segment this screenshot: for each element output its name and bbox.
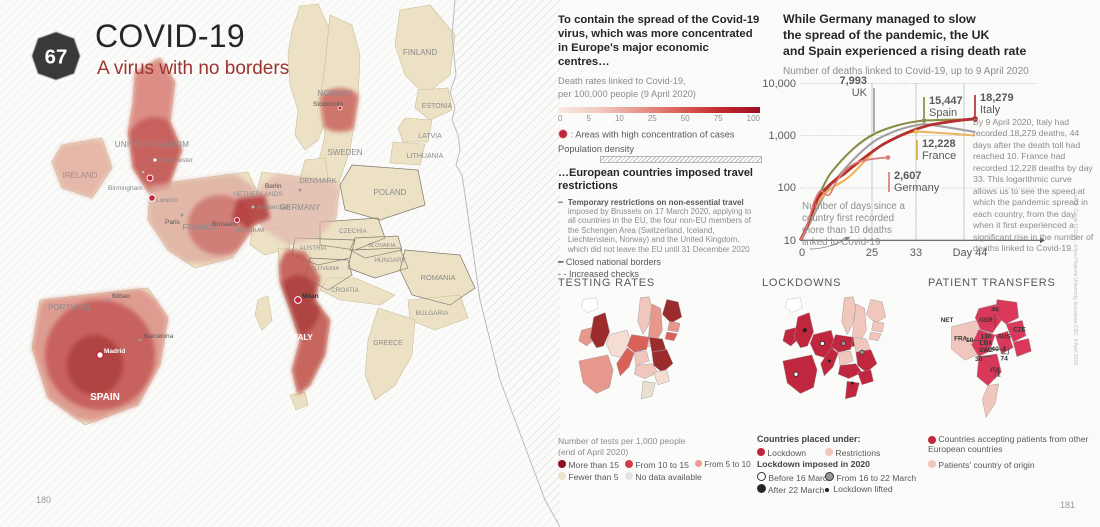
svg-text:SLOVENIA: SLOVENIA [311, 266, 340, 272]
svg-text:10,000: 10,000 [762, 78, 796, 90]
svg-text:NORWAY: NORWAY [318, 89, 354, 98]
svg-text:33: 33 [910, 247, 922, 259]
svg-text:AUSTRIA: AUSTRIA [299, 245, 327, 252]
svg-text:CZE: CZE [1013, 326, 1026, 333]
svg-text:SPAIN: SPAIN [90, 392, 120, 403]
svg-text:67: 67 [45, 46, 68, 68]
svg-text:Milan: Milan [302, 293, 319, 300]
svg-text:SWEDEN: SWEDEN [327, 148, 362, 157]
svg-text:country first recorded: country first recorded [802, 213, 894, 224]
svg-text:1: 1 [997, 372, 1001, 379]
svg-text:Manchester: Manchester [159, 157, 194, 164]
svg-text:PORTUGAL: PORTUGAL [48, 303, 92, 312]
svg-text:London: London [156, 197, 178, 204]
svg-text:0: 0 [799, 247, 805, 259]
svg-text:Amsterdam: Amsterdam [257, 204, 290, 211]
svg-text:HUNGARY: HUNGARY [374, 257, 406, 264]
svg-text:Paris: Paris [165, 219, 181, 226]
svg-text:UNITED KINGDOM: UNITED KINGDOM [115, 140, 189, 149]
svg-text:BULGARIA: BULGARIA [416, 310, 450, 317]
svg-text:CZECHIA: CZECHIA [339, 228, 367, 235]
svg-text:GREECE: GREECE [373, 340, 403, 347]
svg-text:Madrid: Madrid [104, 348, 125, 355]
svg-text:LATVIA: LATVIA [418, 133, 442, 140]
svg-text:1,000: 1,000 [768, 130, 796, 142]
svg-text:ITALY: ITALY [291, 333, 313, 342]
svg-text:15,447: 15,447 [929, 95, 963, 107]
svg-text:more than 10 deaths: more than 10 deaths [802, 225, 892, 236]
svg-text:Berlin: Berlin [265, 183, 282, 190]
svg-text:25: 25 [866, 247, 878, 259]
svg-text:10: 10 [784, 235, 796, 247]
svg-text:IRELAND: IRELAND [63, 171, 98, 180]
svg-text:AUS: AUS [997, 334, 1010, 341]
svg-text:12,228: 12,228 [922, 138, 956, 150]
svg-text:GER: GER [979, 317, 993, 324]
svg-text:Birmingham: Birmingham [108, 185, 143, 192]
svg-text:linked to Covid-19: linked to Covid-19 [802, 237, 880, 248]
svg-text:Germany: Germany [894, 182, 940, 194]
svg-text:74: 74 [1000, 355, 1008, 362]
svg-text:Spain: Spain [929, 107, 957, 119]
svg-text:18,279: 18,279 [980, 92, 1014, 104]
svg-text:ROMANIA: ROMANIA [420, 273, 455, 282]
svg-text:BELGIUM: BELGIUM [236, 227, 264, 234]
svg-text:NET: NET [941, 317, 954, 324]
svg-text:DENMARK: DENMARK [299, 176, 337, 185]
svg-text:UK: UK [852, 87, 868, 99]
svg-text:LITHUANIA: LITHUANIA [407, 153, 444, 160]
svg-text:Barcelona: Barcelona [144, 333, 174, 340]
svg-text:30: 30 [975, 356, 983, 363]
svg-text:Italy: Italy [980, 104, 1001, 116]
svg-text:CROATIA: CROATIA [331, 287, 359, 294]
svg-text:FINLAND: FINLAND [403, 48, 437, 57]
svg-text:SLOVAKIA: SLOVAKIA [368, 243, 396, 249]
svg-text:NETHERLANDS: NETHERLANDS [233, 191, 283, 198]
svg-text:Stockholm: Stockholm [313, 101, 343, 108]
svg-text:Number of days since a: Number of days since a [802, 201, 905, 212]
svg-text:Bilbao: Bilbao [112, 293, 130, 300]
svg-text:Brussels: Brussels [212, 221, 238, 228]
svg-text:100: 100 [778, 182, 796, 194]
svg-text:France: France [922, 150, 956, 162]
svg-text:46: 46 [991, 306, 999, 313]
svg-text:ESTONIA: ESTONIA [422, 103, 453, 110]
svg-text:2,607: 2,607 [894, 170, 922, 182]
svg-text:POLAND: POLAND [374, 188, 407, 197]
